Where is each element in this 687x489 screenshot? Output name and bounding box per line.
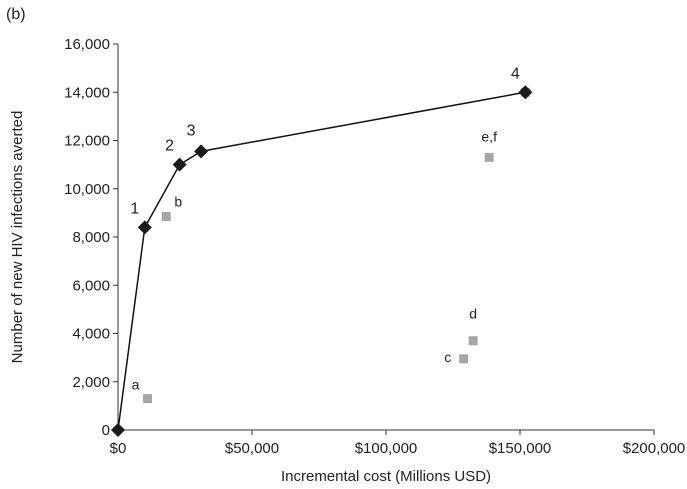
axes xyxy=(117,44,654,431)
square-point xyxy=(161,211,171,221)
panel-label: (b) xyxy=(6,6,26,23)
y-tick-label: 2,000 xyxy=(72,374,110,391)
x-tick-label: $100,000 xyxy=(355,440,418,457)
y-tick-label: 16,000 xyxy=(64,36,110,53)
x-tick-label: $200,000 xyxy=(623,440,686,457)
y-axis-title: Number of new HIV infections averted xyxy=(9,111,26,364)
y-tick-label: 4,000 xyxy=(72,326,110,343)
y-tick-label: 10,000 xyxy=(64,181,110,198)
square-point xyxy=(142,394,152,404)
x-tick-label: $0 xyxy=(110,440,127,457)
y-tick-label: 12,000 xyxy=(64,133,110,150)
y-tick-label: 6,000 xyxy=(72,277,110,294)
point-label: a xyxy=(132,377,140,393)
y-tick-label: 8,000 xyxy=(72,229,110,246)
x-ticks: $0 $50,000 $100,000 $150,000 $200,000 xyxy=(110,430,686,457)
point-label: b xyxy=(174,193,182,209)
diamond-point xyxy=(518,85,533,100)
frontier-line xyxy=(117,91,526,431)
x-tick-label: $50,000 xyxy=(225,440,279,457)
point-label: 4 xyxy=(511,65,520,82)
x-tick-label: $150,000 xyxy=(489,440,552,457)
y-ticks: 0 2,000 4,000 6,000 8,000 10,000 12,000 14,000 1… xyxy=(64,36,118,439)
y-tick-label: 0 xyxy=(102,422,110,439)
diamond-point xyxy=(137,220,152,235)
x-axis-title: Incremental cost (Millions USD) xyxy=(281,468,491,485)
square-point xyxy=(468,336,478,346)
point-label: 3 xyxy=(187,122,196,139)
y-tick-label: 14,000 xyxy=(64,84,110,101)
diamond-point xyxy=(172,157,187,172)
point-label: 2 xyxy=(165,138,174,155)
alternatives-series: a b c d e,f xyxy=(132,87,530,404)
frontier-series: 1 23 4 xyxy=(111,65,533,437)
diamond-point xyxy=(194,144,209,159)
square-point xyxy=(484,152,494,162)
point-label: 1 xyxy=(130,200,139,217)
point-label: d xyxy=(469,306,477,322)
point-label: e,f xyxy=(481,128,497,144)
series-layer: a b c d e,f 1 23 4 xyxy=(111,65,533,437)
square-point xyxy=(459,354,469,364)
point-label: c xyxy=(444,349,451,365)
diamond-point xyxy=(111,423,125,437)
